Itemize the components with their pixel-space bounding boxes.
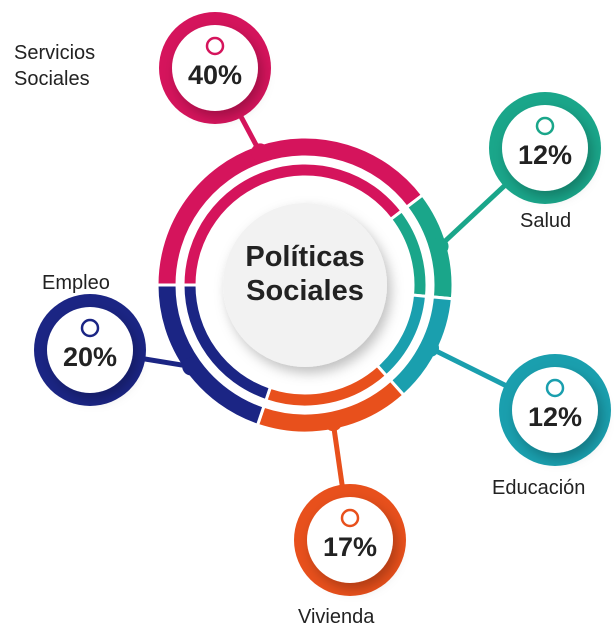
connector-dot bbox=[251, 143, 270, 162]
connector-dot bbox=[324, 413, 343, 432]
donut-segment bbox=[155, 283, 266, 428]
category-label: Salud bbox=[520, 210, 572, 232]
donut-inner-segment bbox=[181, 283, 273, 403]
bubble bbox=[47, 307, 133, 393]
bubble bbox=[307, 497, 393, 583]
category-label: Servicios Sociales bbox=[14, 42, 96, 90]
bubble-icon bbox=[80, 318, 100, 338]
chart-title: Políticas Sociales bbox=[245, 241, 365, 307]
bubble-icon bbox=[535, 116, 555, 136]
bubble bbox=[502, 105, 588, 191]
category-label: Vivienda bbox=[298, 606, 375, 628]
value-label: 12% bbox=[527, 402, 583, 432]
connector-dot bbox=[182, 357, 201, 376]
bubble bbox=[512, 367, 598, 453]
connector-dot bbox=[430, 237, 449, 256]
value-label: 12% bbox=[517, 140, 573, 170]
category-label: Educación bbox=[492, 477, 586, 499]
center-circle bbox=[223, 203, 387, 367]
bubble bbox=[172, 25, 258, 111]
value-label: 17% bbox=[322, 532, 378, 562]
value-label: 40% bbox=[187, 60, 243, 90]
bubble-icon bbox=[340, 508, 360, 528]
bubble-icon bbox=[205, 36, 225, 56]
bubble-icon bbox=[545, 378, 565, 398]
category-label: Empleo bbox=[42, 272, 110, 294]
value-label: 20% bbox=[62, 342, 118, 372]
connector-dot bbox=[421, 338, 440, 357]
